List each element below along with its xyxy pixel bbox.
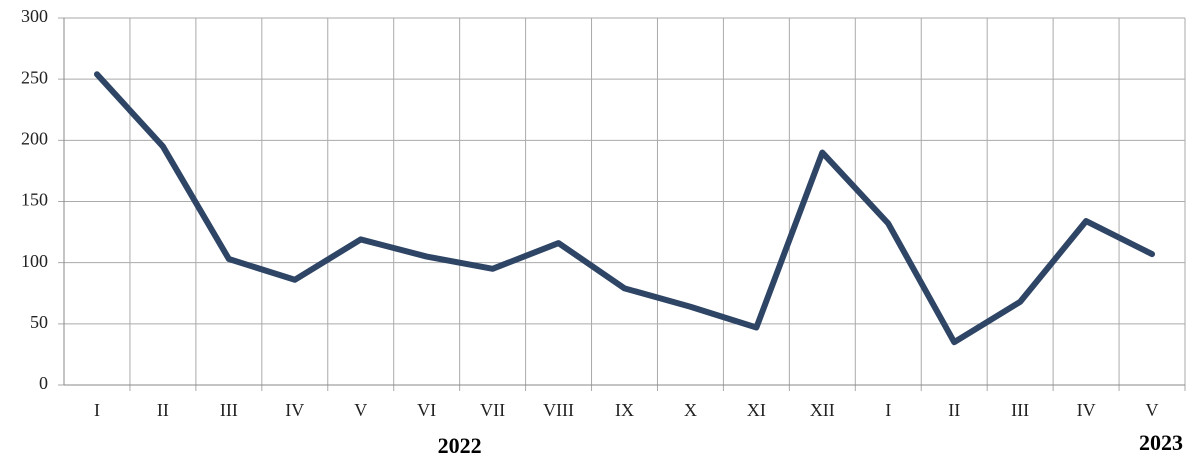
y-tick-label: 150: [21, 190, 48, 210]
x-tick-label: III: [220, 400, 238, 420]
y-tick-label: 300: [21, 6, 48, 26]
x-tick-label: III: [1011, 400, 1029, 420]
x-tick-label: IV: [285, 400, 304, 420]
x-tick-label: IV: [1077, 400, 1096, 420]
x-tick-label: XI: [747, 400, 766, 420]
y-tick-label: 50: [30, 312, 48, 332]
y-tick-label: 250: [21, 67, 48, 87]
y-tick-label: 0: [39, 373, 48, 393]
x-tick-label: VII: [480, 400, 505, 420]
x-tick-label: IX: [615, 400, 634, 420]
x-tick-label: XII: [810, 400, 835, 420]
x-tick-label: VIII: [543, 400, 574, 420]
x-tick-label: X: [684, 400, 697, 420]
x-tick-label: V: [1146, 400, 1159, 420]
y-tick-label: 100: [21, 251, 48, 271]
y-tick-label: 200: [21, 128, 48, 148]
x-tick-label: II: [157, 400, 169, 420]
x-tick-label: II: [948, 400, 960, 420]
x-tick-label: V: [354, 400, 367, 420]
x-tick-label: VI: [417, 400, 436, 420]
line: [93, 71, 1156, 346]
x-tick-label: I: [94, 400, 100, 420]
x-tick-label: I: [885, 400, 891, 420]
x-group-label: 2022: [438, 433, 482, 458]
x-group-label: 2023: [1139, 430, 1183, 455]
